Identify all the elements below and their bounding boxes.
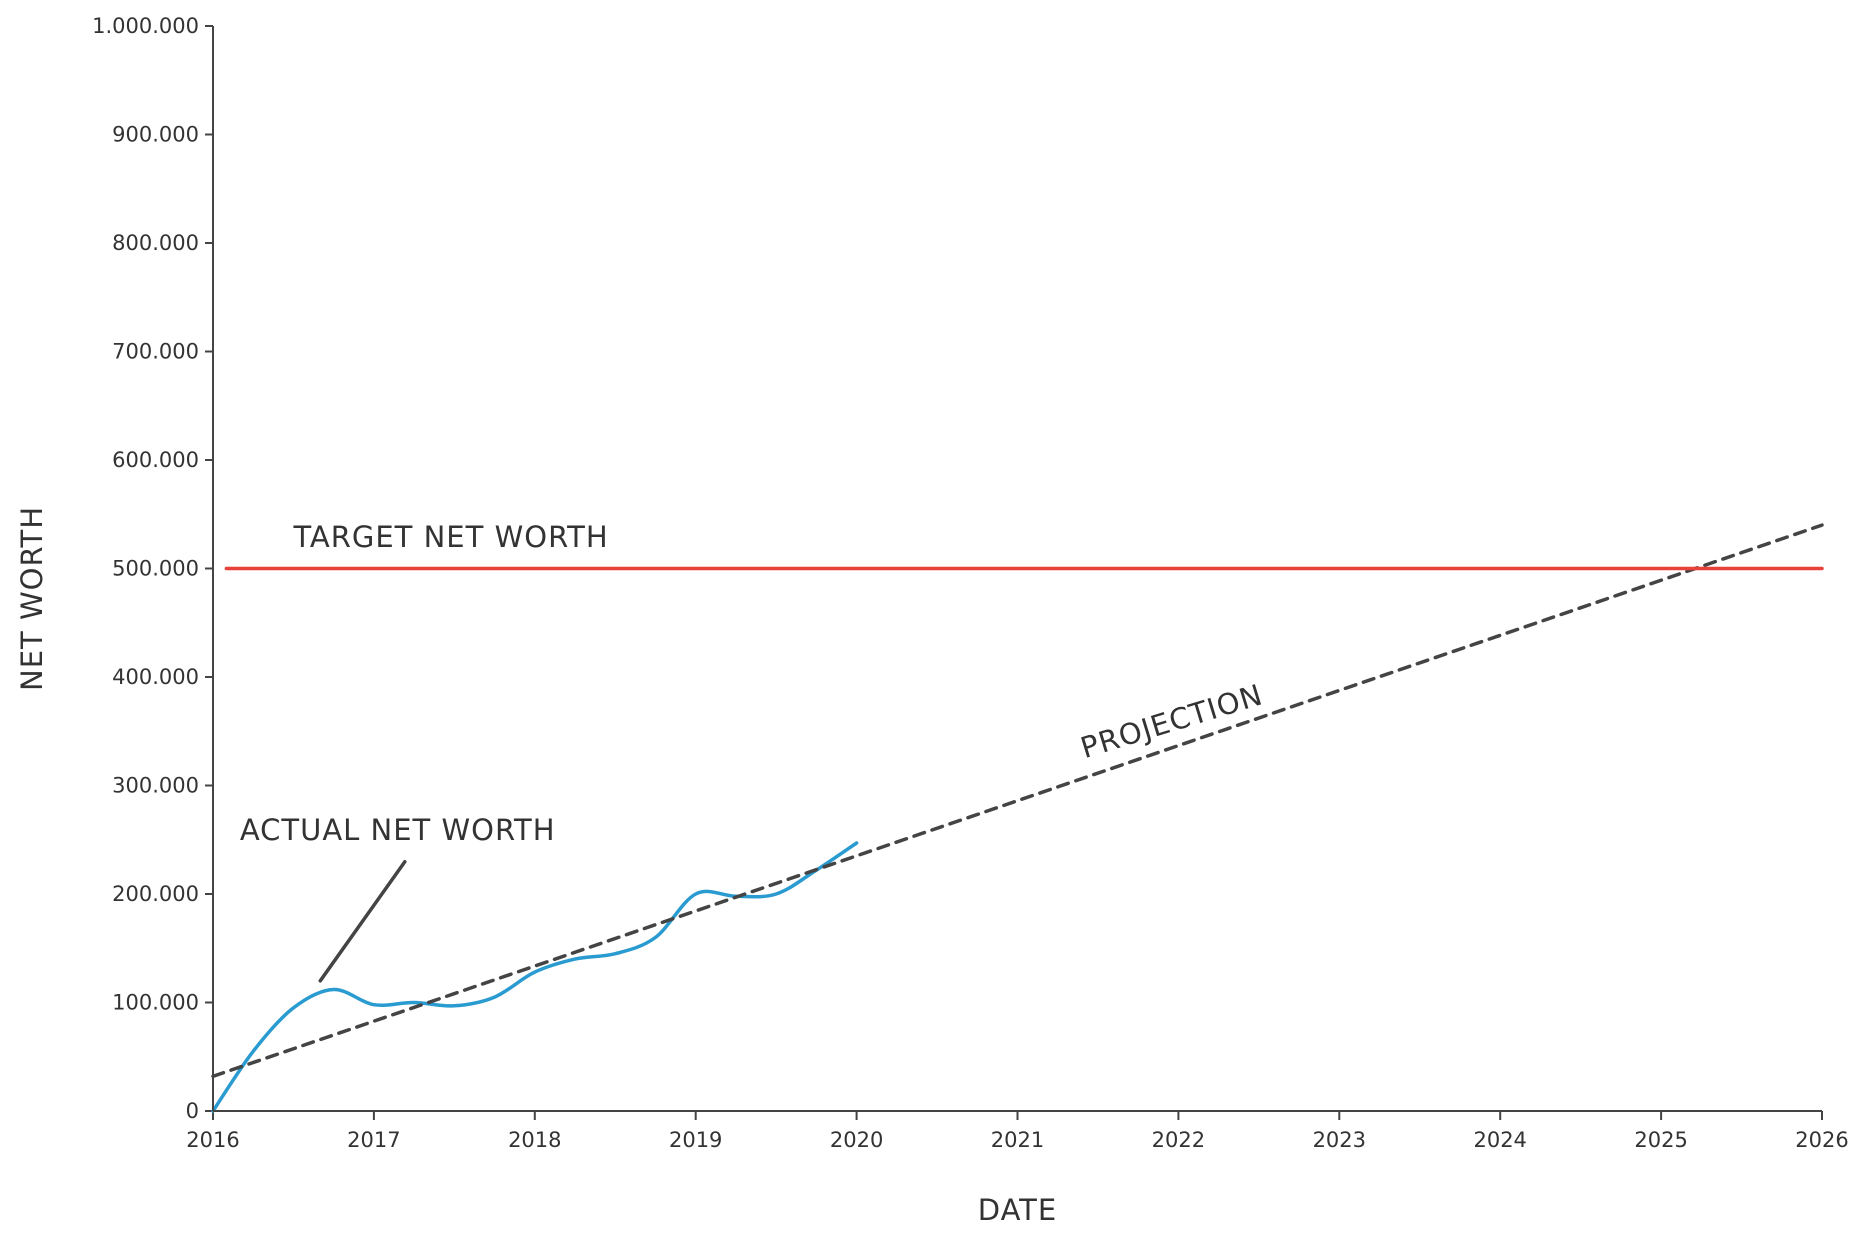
x-axis-title: DATE (978, 1193, 1057, 1227)
x-tick-label: 2019 (669, 1128, 722, 1152)
actual-net-worth-label: ACTUAL NET WORTH (240, 813, 556, 847)
y-axis-title: NET WORTH (15, 506, 49, 691)
x-tick-label: 2023 (1313, 1128, 1366, 1152)
y-tick-label: 900.000 (112, 123, 199, 147)
y-tick-label: 200.000 (112, 882, 199, 906)
target-net-worth-label: TARGET NET WORTH (292, 520, 608, 554)
y-tick-label: 600.000 (112, 448, 199, 472)
actual-net-worth-line (211, 841, 859, 1113)
annotations: TARGET NET WORTH ACTUAL NET WORTH PROJECTI… (240, 520, 1267, 983)
x-tick-label: 2026 (1795, 1128, 1848, 1152)
y-axis-ticks: 0 100.000 200.000 300.000 400.000 500.000 600.… (92, 14, 213, 1123)
y-tick-label: 400.000 (112, 665, 199, 689)
x-tick-label: 2017 (347, 1128, 400, 1152)
series-layer (211, 523, 1824, 1113)
x-axis-ticks: 2016 2017 2018 2019 2020 2021 2022 2023 2024 2025… (186, 1111, 1849, 1152)
x-tick-label: 2016 (186, 1128, 239, 1152)
y-tick-label: 800.000 (112, 231, 199, 255)
x-tick-label: 2025 (1634, 1128, 1687, 1152)
x-tick-label: 2024 (1473, 1128, 1526, 1152)
projection-label: PROJECTION (1077, 677, 1267, 765)
y-tick-label: 1.000.000 (92, 14, 199, 38)
x-tick-label: 2018 (508, 1128, 561, 1152)
x-tick-label: 2021 (991, 1128, 1044, 1152)
x-tick-label: 2020 (830, 1128, 883, 1152)
y-tick-label: 700.000 (112, 340, 199, 364)
actual-net-worth-pointer (318, 860, 407, 983)
y-tick-label: 300.000 (112, 774, 199, 798)
y-tick-label: 500.000 (112, 557, 199, 581)
y-tick-label: 0 (186, 1099, 199, 1123)
x-tick-label: 2022 (1152, 1128, 1205, 1152)
projection-line (211, 523, 1824, 1079)
y-tick-label: 100.000 (112, 991, 199, 1015)
